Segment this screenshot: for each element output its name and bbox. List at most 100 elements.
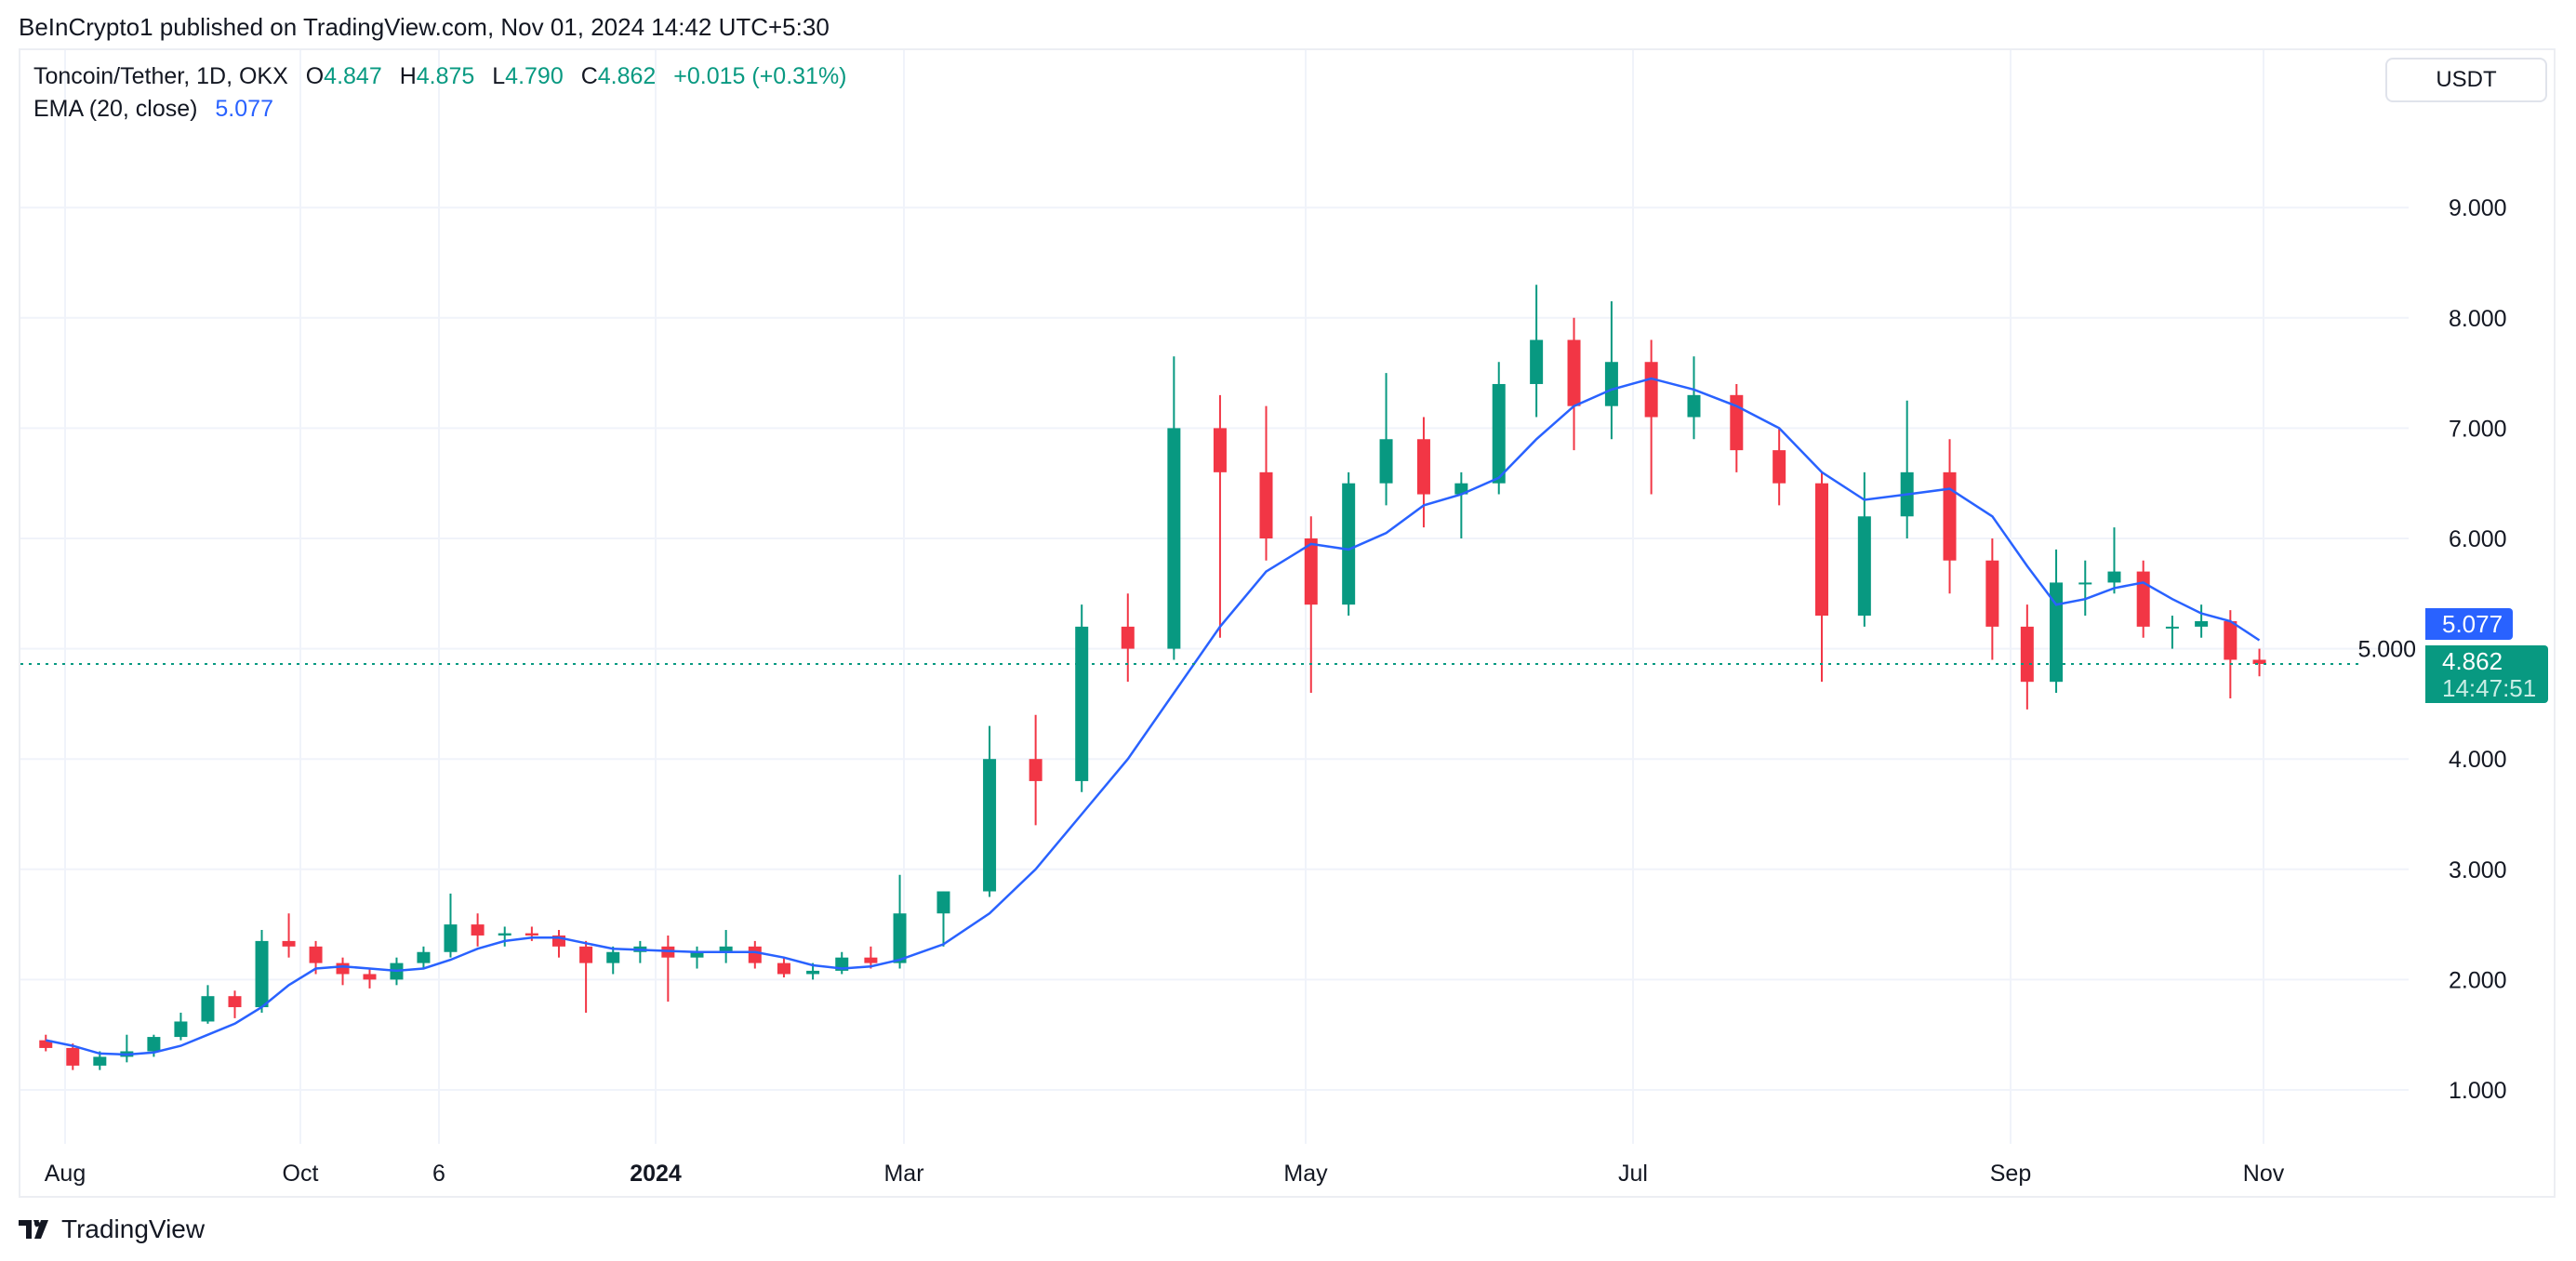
publisher-caption: BeInCrypto1 published on TradingView.com…	[19, 13, 830, 41]
candle-body	[2078, 582, 2092, 585]
candle-body	[1167, 428, 1181, 649]
candle-body	[2224, 620, 2237, 660]
ema-label[interactable]: EMA (20, close)	[33, 96, 198, 122]
candle-body	[255, 940, 269, 1008]
candles	[39, 285, 2266, 1070]
candle-body	[551, 935, 565, 947]
candle-body	[690, 951, 704, 958]
price-tick-label: 2.000	[2449, 967, 2507, 993]
candle-body	[1416, 439, 1430, 495]
candle-body	[1943, 471, 1957, 561]
candle-body	[2050, 582, 2064, 683]
time-tick-label: Sep	[1990, 1161, 2031, 1187]
price-tick-label: 9.000	[2449, 195, 2507, 221]
candle-body	[444, 924, 458, 952]
last-price-value: 4.862	[2442, 646, 2503, 675]
candle-body	[1985, 560, 1999, 627]
grid	[20, 50, 2409, 1144]
ema-price-tag: 5.077	[2425, 608, 2513, 641]
high-label: H	[399, 63, 417, 89]
candle-body	[1304, 538, 1318, 605]
candle-body	[806, 970, 820, 975]
candle-body	[2107, 571, 2121, 583]
ema-line	[46, 377, 2261, 1056]
candle-body	[1687, 394, 1701, 418]
price-tick-label: 8.000	[2449, 306, 2507, 332]
close-value: 4.862	[597, 63, 657, 89]
candle-body	[1492, 383, 1506, 484]
tradingview-logo[interactable]: TradingView	[19, 1215, 205, 1244]
candle-body	[864, 957, 878, 963]
candle-body	[2020, 626, 2034, 683]
candle-body	[1530, 339, 1544, 384]
low-label: L	[492, 63, 506, 89]
time-tick-label: Aug	[45, 1161, 86, 1187]
candle-body	[93, 1056, 107, 1066]
close-label: C	[580, 63, 598, 89]
candle-body	[309, 946, 323, 963]
price-tick-label: 1.000	[2449, 1078, 2507, 1104]
price-tick-label: 6.000	[2449, 526, 2507, 552]
candle-body	[748, 946, 762, 963]
candle-body	[983, 759, 997, 892]
candle-body	[2165, 626, 2179, 629]
bar-countdown: 14:47:51	[2442, 673, 2537, 702]
candle-body	[1815, 483, 1828, 617]
candle-body	[2136, 571, 2150, 627]
tradingview-logo-text: TradingView	[61, 1215, 206, 1243]
candle-body	[579, 946, 593, 963]
candle-body	[777, 962, 790, 975]
price-tick-label: 4.000	[2449, 747, 2507, 773]
price-tick-label: 5.000	[2357, 637, 2416, 663]
candle-body	[936, 891, 950, 914]
tradingview-logo-icon	[19, 1220, 48, 1239]
candle-body	[498, 933, 511, 936]
candle-body	[2195, 620, 2209, 627]
high-value: 4.875	[416, 63, 475, 89]
candle-body	[201, 996, 215, 1022]
candle-body	[1121, 626, 1135, 649]
candle-body	[39, 1040, 53, 1048]
ema-legend: EMA (20, close) 5.077	[33, 96, 273, 123]
candle-body	[1029, 759, 1042, 781]
candle-body	[1342, 483, 1356, 605]
candle-body	[282, 940, 296, 947]
candle-body	[1773, 450, 1786, 484]
candle-body	[1604, 362, 1618, 406]
price-axis: 1.000 2.000 3.000 4.000 5.000 6.000 7.000 8.000…	[2357, 195, 2506, 1104]
open-label: O	[305, 63, 325, 89]
candle-body	[417, 951, 431, 963]
time-tick-label: 6	[432, 1161, 445, 1187]
candle-body	[1213, 428, 1227, 472]
change-value: +0.015 (+0.31%)	[673, 63, 847, 89]
candle-body	[174, 1021, 188, 1038]
candle-body	[471, 924, 485, 936]
price-tick-label: 3.000	[2449, 857, 2507, 883]
time-tick-label: Nov	[2243, 1161, 2285, 1187]
chart-frame	[19, 48, 2556, 1198]
time-tick-label: Jul	[1618, 1161, 1648, 1187]
open-value: 4.847	[324, 63, 382, 89]
candle-body	[363, 974, 377, 980]
time-axis: Aug Oct 6 2024 Mar May Jul Sep Nov	[45, 1161, 2285, 1187]
low-value: 4.790	[505, 63, 564, 89]
candle-body	[2252, 659, 2266, 664]
candle-body	[1567, 339, 1581, 406]
price-tick-label: 7.000	[2449, 416, 2507, 442]
candle-body	[719, 946, 733, 952]
candle-body	[1454, 483, 1468, 495]
candle-body	[1259, 471, 1273, 538]
last-price-tag: 4.862 14:47:51	[2425, 644, 2548, 703]
time-tick-label: May	[1283, 1161, 1328, 1187]
symbol-name[interactable]: Toncoin/Tether, 1D, OKX	[33, 63, 288, 89]
time-tick-label: Mar	[883, 1161, 923, 1187]
candle-body	[228, 996, 242, 1008]
candle-body	[66, 1047, 80, 1066]
ema-value: 5.077	[215, 96, 273, 122]
currency-button[interactable]: USDT	[2385, 58, 2547, 102]
time-tick-label: 2024	[630, 1161, 682, 1187]
candle-body	[606, 951, 620, 963]
candle-body	[1075, 626, 1089, 781]
candle-body	[893, 913, 907, 963]
